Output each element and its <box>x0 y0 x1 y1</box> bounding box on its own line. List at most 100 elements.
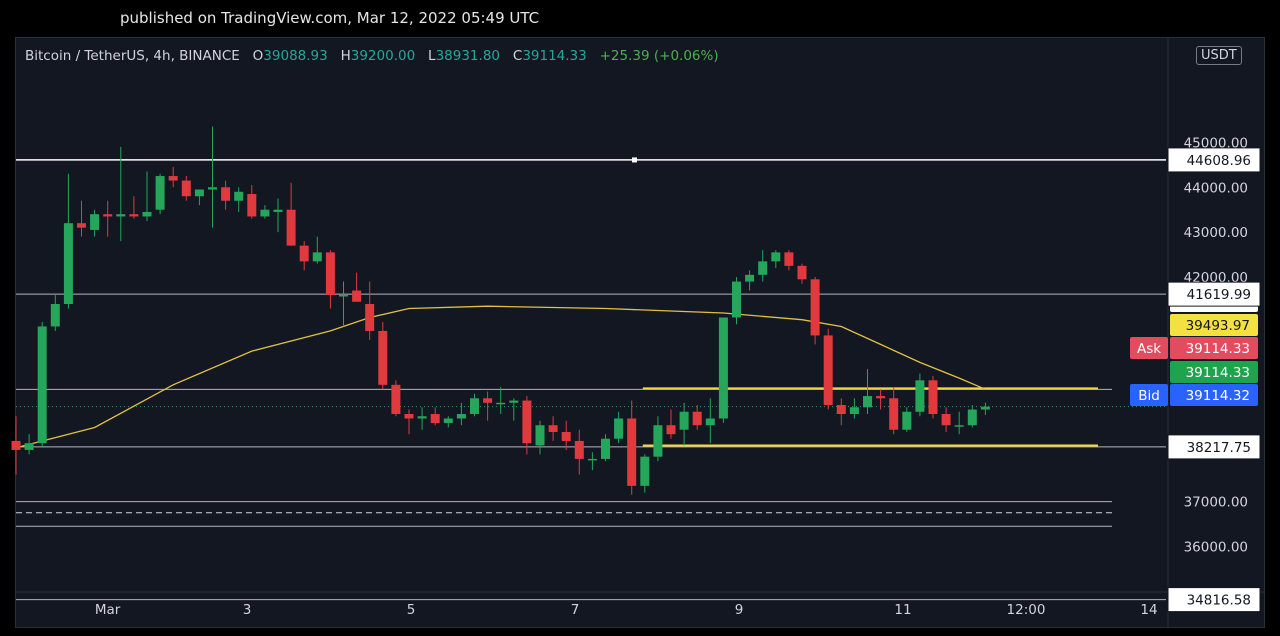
candle-body <box>168 176 178 181</box>
candle-body <box>391 384 401 415</box>
candle-body <box>849 407 859 415</box>
candle-body <box>417 416 427 419</box>
candle-body <box>692 411 702 426</box>
candle-body <box>483 398 493 403</box>
candle-body <box>732 281 741 318</box>
time-axis-tick-label: 5 <box>407 602 416 618</box>
candle-body <box>614 418 624 439</box>
candle-body <box>784 252 794 266</box>
time-axis-tick-label: Mar <box>95 602 121 618</box>
candle-body <box>653 425 663 457</box>
ask-tag: Ask <box>1137 341 1161 357</box>
price-axis-label-box <box>1170 384 1258 406</box>
candle-body <box>863 396 872 408</box>
time-axis-tick-label: 14 <box>1140 602 1157 618</box>
candle-body <box>37 326 47 444</box>
moving-average-line <box>15 305 986 449</box>
level-price-label: 44608.96 <box>1187 153 1251 169</box>
candle-body <box>378 330 388 385</box>
legend-high-value: 39200.00 <box>350 48 416 64</box>
candle-body <box>312 252 322 262</box>
candle-body <box>194 189 204 197</box>
candle-body <box>155 176 165 210</box>
candle-body <box>208 187 217 190</box>
candle-body <box>456 414 466 419</box>
candle-body <box>902 411 912 430</box>
candle-body <box>509 400 519 403</box>
candle-body <box>142 211 152 217</box>
price-axis-label-box <box>1170 337 1258 359</box>
legend-close-value: 39114.33 <box>522 48 587 64</box>
candle-body <box>627 418 637 486</box>
candle-body <box>522 400 532 444</box>
candle-body <box>77 223 86 228</box>
candle-body <box>915 380 925 412</box>
candle-body <box>181 180 191 197</box>
price-axis-tick-label: 44000.00 <box>1184 180 1248 196</box>
bid-tag: Bid <box>1138 388 1160 404</box>
candle-body <box>325 252 335 296</box>
time-axis-tick-label: 7 <box>571 602 580 618</box>
drawing-anchor-handle[interactable] <box>632 157 637 163</box>
price-axis-tick-label: 45000.00 <box>1184 135 1248 151</box>
candle-body <box>247 193 257 217</box>
candle-body <box>50 304 60 327</box>
candle-body <box>967 409 977 426</box>
candle-body <box>116 214 126 217</box>
legend-symbol: Bitcoin / TetherUS, 4h, BINANCE <box>25 48 240 64</box>
candle-body <box>718 317 728 419</box>
chart-frame <box>15 37 1265 628</box>
candle-body <box>548 425 558 432</box>
level-price-label-box <box>1167 434 1261 460</box>
price-axis-label-box <box>1170 361 1258 383</box>
candle-body <box>889 398 899 430</box>
candle-body <box>679 411 689 430</box>
level-price-label-box <box>1167 281 1261 307</box>
candle-body <box>587 458 597 461</box>
candle-body <box>836 405 846 415</box>
candle-body <box>601 438 610 459</box>
candle-body <box>771 252 781 262</box>
price-axis-label: 39114.33 <box>1186 365 1250 381</box>
symbol-legend: Bitcoin / TetherUS, 4h, BINANCE O39088.9… <box>25 48 719 64</box>
time-axis-tick-label: 9 <box>735 602 744 618</box>
candle-body <box>640 456 650 486</box>
level-price-label: 34816.58 <box>1187 593 1251 609</box>
time-axis-tick-label: 3 <box>243 602 252 618</box>
candle-body <box>705 418 715 426</box>
candle-body <box>24 443 34 450</box>
candle-body <box>63 223 73 305</box>
level-price-label-box <box>1167 587 1261 613</box>
candle-body <box>443 418 453 423</box>
level-price-label-box <box>1167 147 1261 173</box>
candle-body <box>430 414 440 423</box>
candle-body <box>260 209 270 217</box>
candle-body <box>535 425 545 446</box>
currency-button[interactable]: USDT <box>1196 46 1242 65</box>
candle-body <box>980 406 990 410</box>
candle-body <box>758 261 768 275</box>
candle-body <box>823 335 833 406</box>
candle-body <box>352 290 362 302</box>
legend-low-key: L <box>428 48 436 64</box>
candle-body <box>876 396 886 399</box>
candle-body <box>470 398 479 415</box>
candle-body <box>286 209 296 246</box>
ask-tag-box <box>1130 337 1168 359</box>
price-axis-tick-label: 36000.00 <box>1184 539 1248 555</box>
candle-body <box>234 191 244 201</box>
candle-body <box>273 209 283 212</box>
candle-body <box>11 440 21 450</box>
candle-body <box>404 414 414 419</box>
candle-body <box>666 425 676 435</box>
candle-body <box>745 274 755 282</box>
candle-body <box>221 187 231 201</box>
legend-open-value: 39088.93 <box>263 48 328 64</box>
legend-low-value: 38931.80 <box>435 48 500 64</box>
level-price-label: 41619.99 <box>1187 287 1251 303</box>
legend-high-key: H <box>340 48 351 64</box>
legend-open-key: O <box>252 48 264 64</box>
candle-body <box>928 380 938 415</box>
price-axis-label-box <box>1170 314 1258 336</box>
